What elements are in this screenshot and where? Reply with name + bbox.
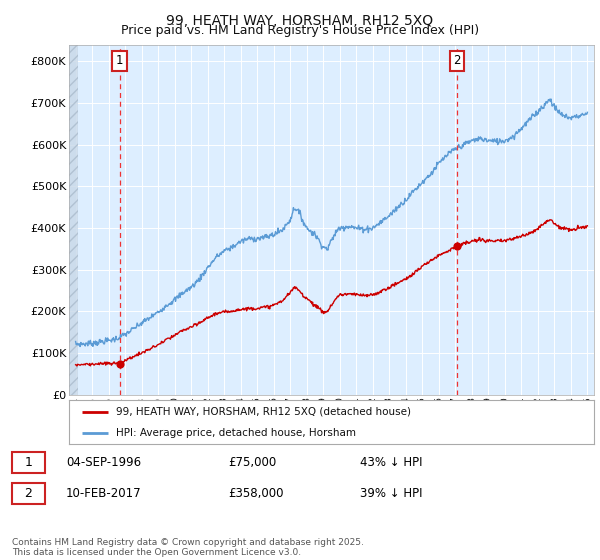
FancyBboxPatch shape [12,452,45,473]
Text: £75,000: £75,000 [228,456,276,469]
Text: 43% ↓ HPI: 43% ↓ HPI [360,456,422,469]
FancyBboxPatch shape [12,483,45,504]
Text: 04-SEP-1996: 04-SEP-1996 [66,456,141,469]
Text: Price paid vs. HM Land Registry's House Price Index (HPI): Price paid vs. HM Land Registry's House … [121,24,479,37]
Text: 39% ↓ HPI: 39% ↓ HPI [360,487,422,500]
Text: HPI: Average price, detached house, Horsham: HPI: Average price, detached house, Hors… [116,428,356,437]
Text: 1: 1 [116,54,124,67]
Text: 10-FEB-2017: 10-FEB-2017 [66,487,142,500]
Text: 2: 2 [25,487,32,500]
Text: 2: 2 [453,54,461,67]
Text: Contains HM Land Registry data © Crown copyright and database right 2025.
This d: Contains HM Land Registry data © Crown c… [12,538,364,557]
Text: £358,000: £358,000 [228,487,284,500]
Bar [69,45,78,395]
Text: 99, HEATH WAY, HORSHAM, RH12 5XQ: 99, HEATH WAY, HORSHAM, RH12 5XQ [166,14,434,28]
Point [115,359,124,368]
Point [452,241,462,250]
Text: 99, HEATH WAY, HORSHAM, RH12 5XQ (detached house): 99, HEATH WAY, HORSHAM, RH12 5XQ (detach… [116,407,411,417]
Text: 1: 1 [25,456,32,469]
